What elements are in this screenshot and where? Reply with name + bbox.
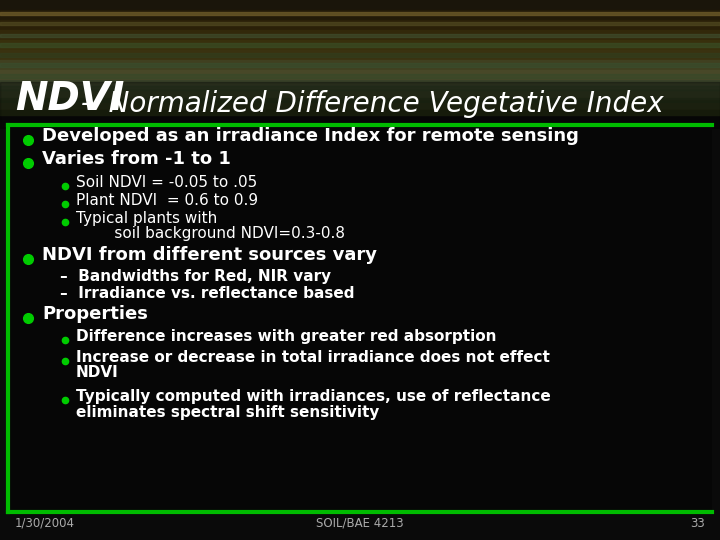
Text: NDVI: NDVI (15, 80, 125, 118)
Text: Increase or decrease in total irradiance does not effect: Increase or decrease in total irradiance… (76, 350, 550, 365)
Text: soil background NDVI=0.3-0.8: soil background NDVI=0.3-0.8 (90, 226, 345, 241)
Text: Varies from -1 to 1: Varies from -1 to 1 (42, 150, 231, 168)
Bar (8, 125, 712, 512)
Text: Developed as an irradiance Index for remote sensing: Developed as an irradiance Index for rem… (42, 127, 579, 145)
Text: 1/30/2004: 1/30/2004 (15, 517, 75, 530)
Text: Properties: Properties (42, 305, 148, 323)
Text: Plant NDVI  = 0.6 to 0.9: Plant NDVI = 0.6 to 0.9 (76, 193, 258, 208)
Text: NDVI from different sources vary: NDVI from different sources vary (42, 246, 377, 264)
Text: SOIL/BAE 4213: SOIL/BAE 4213 (316, 517, 404, 530)
Text: 33: 33 (690, 517, 705, 530)
Text: –  Irradiance vs. reflectance based: – Irradiance vs. reflectance based (60, 286, 354, 301)
Text: -  Normalized Difference Vegetative Index: - Normalized Difference Vegetative Index (72, 90, 664, 118)
Text: NDVI: NDVI (76, 365, 119, 380)
Text: –  Bandwidths for Red, NIR vary: – Bandwidths for Red, NIR vary (60, 269, 331, 284)
Text: Difference increases with greater red absorption: Difference increases with greater red ab… (76, 329, 497, 344)
Text: eliminates spectral shift sensitivity: eliminates spectral shift sensitivity (76, 405, 379, 420)
Text: Typically computed with irradiances, use of reflectance: Typically computed with irradiances, use… (76, 389, 551, 404)
Text: Soil NDVI = -0.05 to .05: Soil NDVI = -0.05 to .05 (76, 175, 257, 190)
Text: Typical plants with: Typical plants with (76, 211, 217, 226)
